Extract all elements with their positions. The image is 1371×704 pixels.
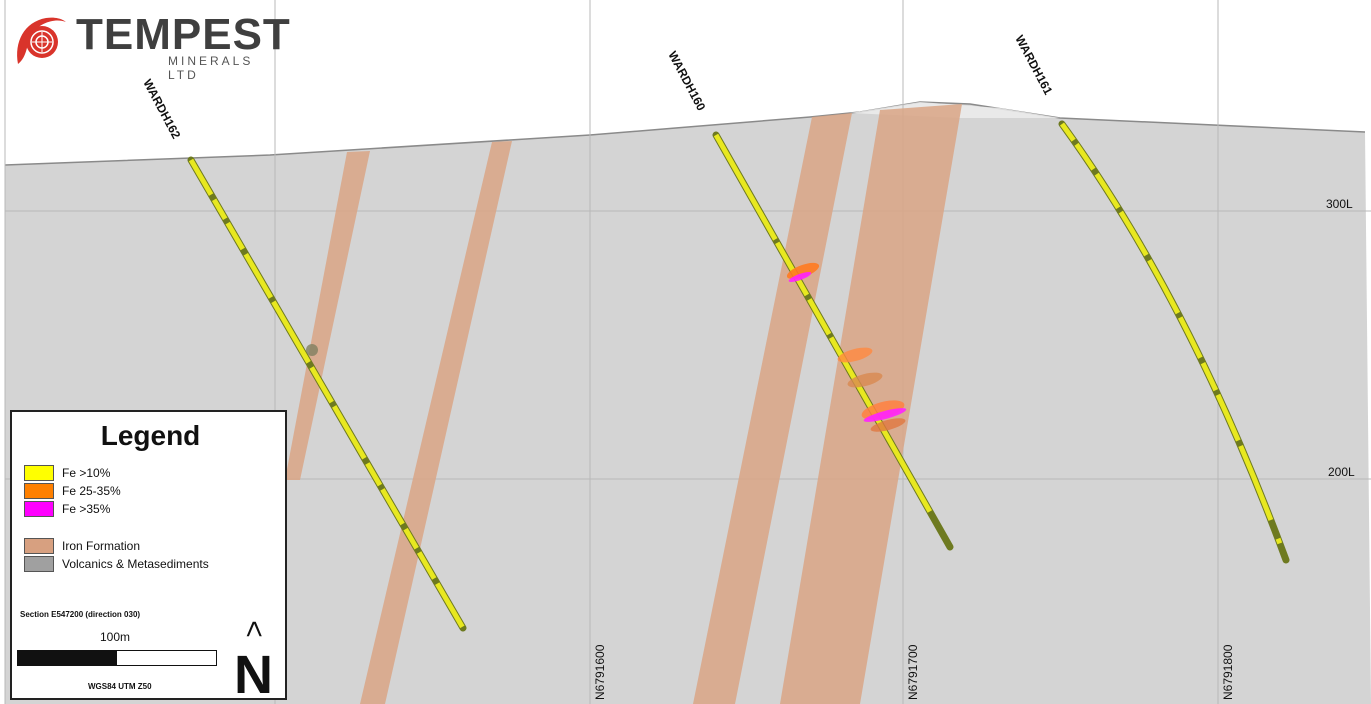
- level-label-200L: 200L: [1328, 465, 1355, 479]
- legend-item-fe-25-35: Fe 25-35%: [24, 482, 121, 500]
- legend-swatch: [24, 538, 54, 554]
- legend-swatch: [24, 501, 54, 517]
- level-label-300L: 300L: [1326, 197, 1353, 211]
- legend-box: Legend Fe >10% Fe 25-35% Fe >35% Iron Fo…: [10, 410, 287, 700]
- legend-swatch: [24, 483, 54, 499]
- scale-label: 100m: [100, 630, 130, 644]
- projection-label: WGS84 UTM Z50: [88, 682, 152, 691]
- legend-item-label: Fe >10%: [62, 466, 110, 480]
- legend-item-label: Volcanics & Metasediments: [62, 557, 209, 571]
- tempest-swirl-icon: [10, 12, 66, 68]
- legend-item-fe-10: Fe >10%: [24, 464, 110, 482]
- fe-intercept-marker: [306, 344, 318, 356]
- scale-bar-segment: [18, 651, 117, 665]
- legend-swatch: [24, 465, 54, 481]
- legend-swatch: [24, 556, 54, 572]
- northing-label: N6791600: [593, 644, 607, 700]
- north-letter: N: [234, 644, 273, 704]
- section-label: Section E547200 (direction 030): [20, 610, 140, 619]
- scale-bar: [17, 650, 217, 666]
- legend-item-label: Iron Formation: [62, 539, 140, 553]
- legend-title: Legend: [12, 420, 289, 452]
- legend-item-label: Fe >35%: [62, 502, 110, 516]
- tempest-logo: TEMPEST MINERALS LTD: [10, 10, 290, 72]
- logo-subtitle: MINERALS LTD: [168, 54, 290, 82]
- legend-item-volcanics: Volcanics & Metasediments: [24, 555, 209, 573]
- north-arrow-icon: >: [238, 620, 272, 638]
- legend-item-iron-formation: Iron Formation: [24, 537, 140, 555]
- drillhole-label: WARDH160: [665, 49, 708, 114]
- legend-item-label: Fe 25-35%: [62, 484, 121, 498]
- drillhole-label: WARDH161: [1012, 33, 1055, 98]
- drillhole-label: WARDH162: [140, 77, 183, 142]
- northing-label: N6791700: [906, 644, 920, 700]
- legend-item-fe-35: Fe >35%: [24, 500, 110, 518]
- logo-wordmark: TEMPEST: [76, 12, 291, 58]
- northing-label: N6791800: [1221, 644, 1235, 700]
